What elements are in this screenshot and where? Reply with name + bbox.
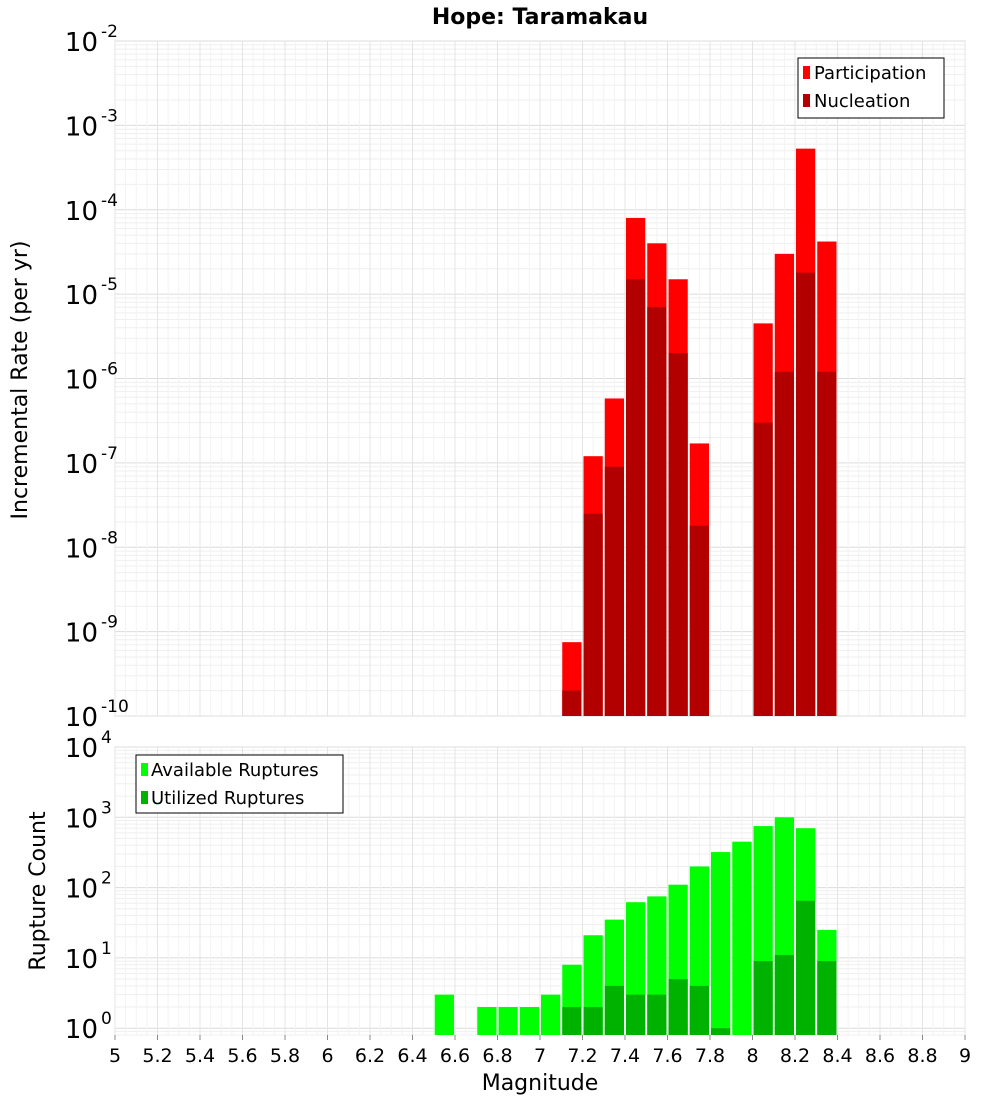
rate-bar-nucleation — [626, 279, 646, 716]
x-tick-label: 8.4 — [822, 1045, 852, 1067]
x-tick-label: 7.8 — [695, 1045, 725, 1067]
rate-y-tick-exponent: -5 — [101, 275, 118, 295]
rate-bar-nucleation — [583, 513, 603, 716]
count-y-tick-exponent: 0 — [101, 1009, 112, 1029]
count-y-tick-label: 10 — [65, 804, 98, 834]
x-tick-label: 5 — [109, 1045, 121, 1067]
count-bar-available-ruptures — [477, 1007, 497, 1035]
count-bar-available-ruptures — [732, 841, 752, 1035]
x-tick-label: 5.4 — [185, 1045, 215, 1067]
rate-bar-nucleation — [647, 307, 667, 716]
count-bar-available-ruptures — [434, 994, 454, 1035]
count-bar-utilized-ruptures — [668, 979, 688, 1035]
count-bar-utilized-ruptures — [562, 1007, 582, 1035]
rate-y-tick-label: 10 — [65, 534, 98, 564]
x-tick-label: 7.2 — [567, 1045, 597, 1067]
rate-y-tick-exponent: -7 — [101, 444, 118, 464]
rate-y-tick-label: 10 — [65, 197, 98, 227]
x-tick-label: 8 — [746, 1045, 758, 1067]
rate-bar-nucleation — [562, 690, 582, 716]
rate-y-tick-label: 10 — [65, 619, 98, 649]
rate-y-tick-label: 10 — [65, 450, 98, 480]
rate-y-tick-label: 10 — [65, 112, 98, 142]
rate-y-tick-label: 10 — [65, 366, 98, 396]
rate-bar-nucleation — [668, 353, 688, 716]
x-tick-label: 9 — [959, 1045, 971, 1067]
legend-swatch-participation — [803, 66, 810, 79]
top-y-axis-label: Incremental Rate (per yr) — [8, 241, 33, 520]
rate-y-tick-label: 10 — [65, 281, 98, 311]
x-tick-label: 5.2 — [142, 1045, 172, 1067]
chart-title: Hope: Taramakau — [432, 5, 648, 30]
bottom-y-axis-label: Rupture Count — [26, 811, 51, 971]
rate-y-tick-exponent: -8 — [101, 528, 118, 548]
x-tick-label: 6.4 — [397, 1045, 427, 1067]
legend-label-available: Available Ruptures — [151, 760, 319, 781]
count-y-tick-exponent: 2 — [101, 869, 112, 889]
legend-label-utilized: Utilized Ruptures — [151, 788, 304, 809]
rate-bar-nucleation — [689, 525, 709, 716]
legend-label-participation: Participation — [814, 63, 926, 84]
legend-swatch-utilized — [141, 791, 148, 804]
count-bar-utilized-ruptures — [583, 1007, 603, 1035]
x-tick-label: 8.2 — [780, 1045, 810, 1067]
count-bar-utilized-ruptures — [711, 1028, 731, 1035]
rate-y-tick-exponent: -6 — [101, 360, 118, 380]
count-y-tick-exponent: 1 — [101, 939, 112, 959]
rate-y-tick-exponent: -3 — [101, 106, 118, 126]
rate-y-tick-exponent: -4 — [101, 191, 118, 211]
count-legend: Available Ruptures Utilized Ruptures — [135, 754, 344, 814]
count-y-tick-label: 10 — [65, 734, 98, 764]
x-tick-label: 5.6 — [227, 1045, 257, 1067]
count-bar-utilized-ruptures — [689, 985, 709, 1035]
count-y-tick-label: 10 — [65, 945, 98, 975]
legend-swatch-nucleation — [803, 94, 810, 107]
count-bar-available-ruptures — [541, 994, 561, 1035]
legend-swatch-available — [141, 763, 148, 776]
rate-bar-nucleation — [774, 371, 794, 716]
count-bar-available-ruptures — [711, 852, 731, 1035]
count-y-tick-exponent: 4 — [101, 728, 112, 748]
x-tick-label: 7.4 — [610, 1045, 640, 1067]
rate-bar-nucleation — [753, 422, 773, 716]
count-bar-available-ruptures — [498, 1007, 518, 1035]
x-tick-label: 6 — [321, 1045, 333, 1067]
rate-bar-nucleation — [604, 466, 624, 716]
legend-label-nucleation: Nucleation — [814, 91, 910, 112]
x-tick-label: 6.2 — [355, 1045, 385, 1067]
count-y-tick-exponent: 3 — [101, 798, 112, 818]
rate-y-tick-exponent: -10 — [101, 697, 129, 717]
count-bar-utilized-ruptures — [626, 994, 646, 1035]
count-bar-utilized-ruptures — [604, 985, 624, 1035]
rate-y-tick-label: 10 — [65, 703, 98, 733]
count-y-tick-label: 10 — [65, 875, 98, 905]
x-tick-label: 7 — [534, 1045, 546, 1067]
x-axis-label: Magnitude — [482, 1071, 599, 1096]
count-bar-utilized-ruptures — [817, 961, 837, 1035]
count-y-tick-label: 10 — [65, 1015, 98, 1045]
rate-y-tick-exponent: -2 — [101, 22, 118, 42]
rate-legend: Participation Nucleation — [797, 57, 945, 119]
count-bar-utilized-ruptures — [796, 900, 816, 1035]
count-bar-available-ruptures — [519, 1007, 539, 1035]
rate-bar-nucleation — [817, 371, 837, 716]
rate-y-tick-exponent: -9 — [101, 613, 118, 633]
count-bar-utilized-ruptures — [647, 994, 667, 1035]
count-bar-utilized-ruptures — [774, 954, 794, 1035]
x-tick-label: 6.6 — [440, 1045, 470, 1067]
x-tick-label: 8.6 — [865, 1045, 895, 1067]
x-tick-label: 7.6 — [652, 1045, 682, 1067]
x-tick-label: 6.8 — [482, 1045, 512, 1067]
x-tick-label: 8.8 — [907, 1045, 937, 1067]
rate-bar-nucleation — [796, 272, 816, 716]
rate-y-tick-label: 10 — [65, 28, 98, 58]
count-bar-utilized-ruptures — [753, 961, 773, 1035]
x-tick-label: 5.8 — [270, 1045, 300, 1067]
